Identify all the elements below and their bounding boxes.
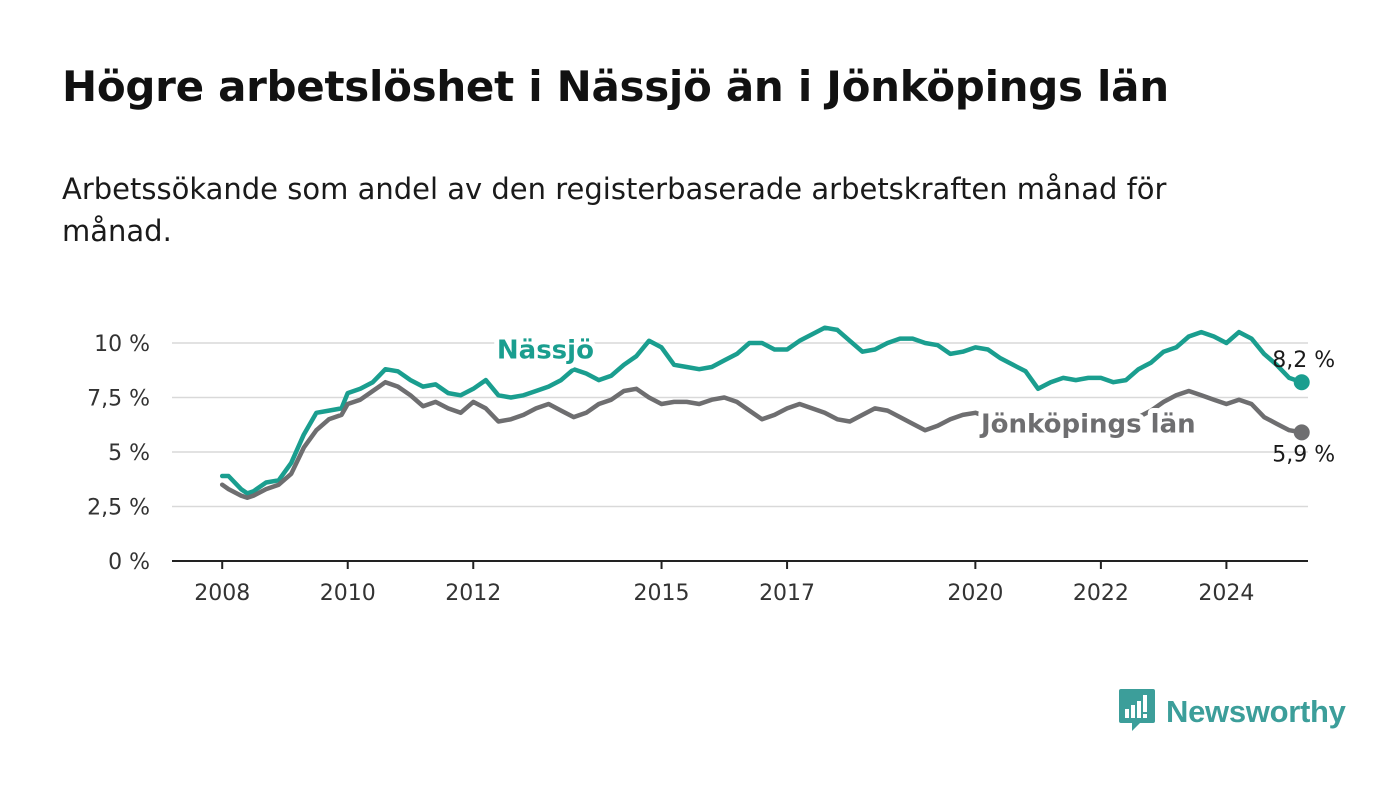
series-end-marker-0: [1293, 374, 1310, 391]
y-tick-label: 0 %: [108, 550, 150, 575]
y-tick-label: 2,5 %: [87, 496, 150, 521]
series-end-label-1: 5,9 %: [1272, 442, 1335, 467]
newsworthy-logo-icon: [1118, 688, 1156, 736]
series-end-marker-1: [1293, 424, 1310, 441]
series-line-0: [219, 325, 1304, 496]
x-tick-label: 2024: [1198, 581, 1254, 606]
y-tick-label: 10 %: [94, 332, 150, 357]
x-tick-label: 2008: [194, 581, 250, 606]
x-tick-label: 2015: [634, 581, 690, 606]
series-line-1: [219, 379, 1304, 501]
series-lines: [219, 325, 1310, 501]
brand: Newsworthy: [1118, 688, 1346, 736]
series-label-halo-0: Nässjö: [497, 335, 594, 365]
series-label-0: Nässjö: [497, 335, 594, 365]
y-axis: 0 % 2,5 % 5 % 7,5 % 10 %: [87, 332, 150, 575]
x-tick-label: 2017: [759, 581, 815, 606]
series-label-1: Jönköpings län: [979, 409, 1196, 439]
y-tick-label: 5 %: [108, 441, 150, 466]
series-end-label-0: 8,2 %: [1272, 348, 1335, 373]
x-tick-label: 2020: [947, 581, 1003, 606]
x-tick-label: 2022: [1073, 581, 1129, 606]
series-label-halo-1: Jönköpings län: [979, 409, 1196, 439]
chart-subtitle: Arbetssökande som andel av den registerb…: [62, 172, 1167, 248]
chart-title: Högre arbetslöshet i Nässjö än i Jönköpi…: [62, 62, 1169, 111]
y-tick-label: 7,5 %: [87, 387, 150, 412]
brand-name: Newsworthy: [1166, 694, 1346, 729]
x-tick-label: 2012: [445, 581, 501, 606]
x-tick-label: 2010: [320, 581, 376, 606]
x-axis: 2008 2010 2012 2015 2017 2020 2022 2024: [172, 560, 1308, 606]
